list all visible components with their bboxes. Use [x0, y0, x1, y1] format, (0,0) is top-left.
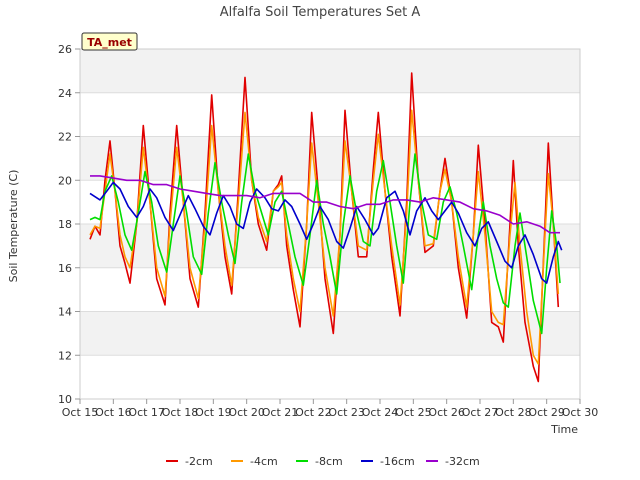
y-tick-label: 20	[58, 174, 72, 187]
x-tick-label: Oct 19	[195, 406, 232, 419]
series-line-minus-8cm	[89, 153, 561, 335]
annotation-box	[81, 32, 138, 51]
y-tick-label: 26	[58, 43, 72, 56]
annotation-label: TA_met	[87, 36, 132, 49]
legend-label: -16cm	[380, 455, 415, 468]
y-axis-ticks: 10 12 14 16 18 20 22 24 26	[58, 43, 80, 406]
x-tick-label: Oct 28	[495, 406, 532, 419]
x-tick-label: Oct 16	[95, 406, 132, 419]
x-tick-label: Oct 21	[262, 406, 299, 419]
plot-band	[80, 355, 580, 399]
y-tick-label: 18	[58, 218, 72, 231]
plot-band	[80, 49, 580, 93]
legend: -2cm -4cm -8cm -16cm -32cm	[166, 455, 480, 468]
legend-label: -32cm	[445, 455, 480, 468]
x-tick-label: Oct 27	[462, 406, 499, 419]
legend-label: -4cm	[250, 455, 278, 468]
legend-label: -2cm	[185, 455, 213, 468]
x-tick-label: Oct 29	[528, 406, 565, 419]
x-axis-label: Time	[550, 423, 578, 436]
y-tick-label: 16	[58, 262, 72, 275]
x-tick-label: Oct 15	[62, 406, 99, 419]
chart-title: Alfalfa Soil Temperatures Set A	[220, 5, 421, 20]
x-tick-label: Oct 22	[295, 406, 332, 419]
y-tick-label: 12	[58, 349, 72, 362]
x-tick-label: Oct 24	[362, 406, 399, 419]
series-line-minus-32cm	[90, 175, 560, 234]
legend-label: -8cm	[315, 455, 343, 468]
plot-band	[80, 136, 580, 181]
annotation-badge: TA_met	[81, 32, 138, 51]
x-tick-label: Oct 25	[395, 406, 432, 419]
series-line-minus-16cm	[89, 181, 563, 284]
series-lines	[89, 72, 563, 383]
y-tick-label: 24	[58, 87, 72, 100]
x-tick-label: Oct 26	[428, 406, 465, 419]
y-axis-label: Soil Temperature (C)	[7, 170, 20, 283]
plot-band	[80, 92, 580, 137]
x-tick-label: Oct 23	[328, 406, 365, 419]
y-tick-label: 14	[58, 306, 72, 319]
y-tick-label: 10	[58, 393, 72, 406]
x-tick-label: Oct 18	[162, 406, 199, 419]
series-line-minus-4cm	[89, 109, 560, 365]
x-tick-label: Oct 20	[228, 406, 265, 419]
x-tick-label: Oct 17	[128, 406, 165, 419]
x-tick-label: Oct 30	[562, 406, 599, 419]
plot-band	[80, 180, 580, 224]
y-tick-label: 22	[58, 131, 72, 144]
